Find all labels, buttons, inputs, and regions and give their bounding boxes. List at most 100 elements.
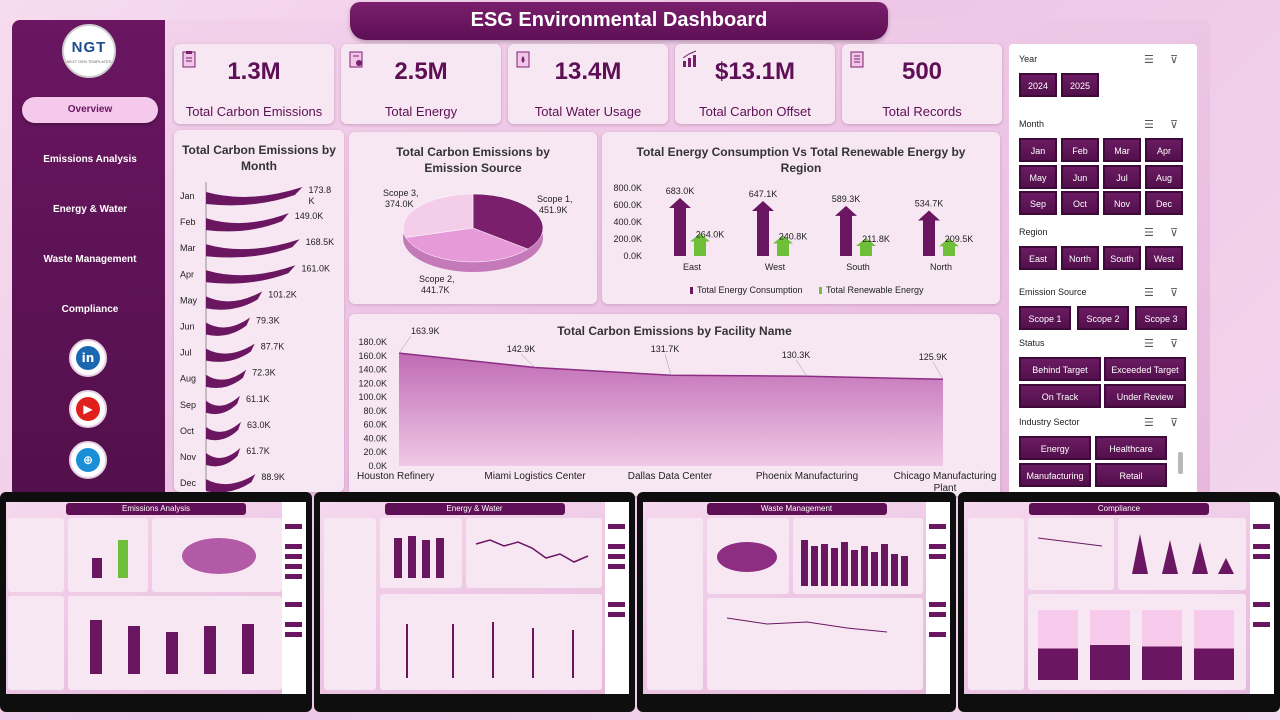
filter-chip-may[interactable]: May bbox=[1019, 164, 1057, 189]
filter-chip-retail[interactable]: Retail bbox=[1095, 462, 1167, 487]
thumb-panel bbox=[1028, 518, 1114, 590]
filter-chip-under-review[interactable]: Under Review bbox=[1104, 383, 1186, 408]
thumb-line-chart bbox=[475, 539, 589, 563]
thumbnail-title: Energy & Water bbox=[384, 503, 565, 515]
multi-select-icon[interactable]: ☰ bbox=[1144, 226, 1154, 239]
growth-chart-icon bbox=[682, 50, 697, 67]
thumb-bar bbox=[532, 628, 534, 678]
kpi-value: 500 bbox=[901, 58, 943, 85]
nav-waste-management[interactable]: Waste Management bbox=[43, 254, 137, 265]
thumb-bar bbox=[166, 632, 178, 674]
filter-chip-2024[interactable]: 2024 bbox=[1019, 73, 1057, 97]
nav-emissions-analysis[interactable]: Emissions Analysis bbox=[43, 154, 137, 165]
renewable-label: 211.8K bbox=[862, 234, 890, 244]
consumption-arrow bbox=[835, 205, 857, 256]
multi-select-icon[interactable]: ☰ bbox=[1144, 118, 1154, 131]
thumbnail-compliance[interactable]: Compliance bbox=[958, 492, 1280, 712]
multi-select-icon[interactable]: ☰ bbox=[1144, 53, 1154, 66]
facility-label: Dallas Data Center bbox=[628, 471, 713, 482]
renewable-label: 264.0K bbox=[696, 230, 725, 240]
pie-data-label: 374.0K bbox=[385, 199, 414, 209]
nav-energy-water[interactable]: Energy & Water bbox=[52, 204, 128, 215]
multi-select-icon[interactable]: ☰ bbox=[1144, 286, 1154, 299]
filter-chip-west[interactable]: West bbox=[1145, 246, 1183, 270]
facility-value-label: 131.7K bbox=[651, 344, 680, 354]
filter-chip-on-track[interactable]: On Track bbox=[1019, 383, 1101, 408]
filter-chip-2025[interactable]: 2025 bbox=[1061, 73, 1099, 97]
filter-chip-sep[interactable]: Sep bbox=[1019, 191, 1057, 215]
legend-swatch-consumption bbox=[690, 287, 693, 294]
filter-chip-aug[interactable]: Aug bbox=[1145, 164, 1183, 189]
linkedin-icon: in bbox=[76, 346, 100, 370]
filter-chip-oct[interactable]: Oct bbox=[1061, 191, 1099, 215]
month-bar bbox=[206, 317, 251, 336]
thumb-bar bbox=[1090, 610, 1130, 680]
thumbnail-energy-water[interactable]: Energy & Water bbox=[314, 492, 635, 712]
filter-chip-dec[interactable]: Dec bbox=[1145, 191, 1183, 215]
pie-data-label: Scope 1, bbox=[537, 194, 573, 204]
clear-filter-icon[interactable]: ⊽ bbox=[1170, 118, 1179, 131]
thumb-chip bbox=[608, 524, 625, 529]
month-label: Apr bbox=[180, 269, 194, 279]
nav-overview[interactable]: Overview bbox=[22, 97, 158, 123]
filter-label-industry: Industry Sector bbox=[1019, 417, 1080, 427]
filter-chip-scope-2[interactable]: Scope 2 bbox=[1077, 306, 1129, 330]
linkedin-button[interactable]: in bbox=[69, 339, 107, 377]
filter-chip-healthcare[interactable]: Healthcare bbox=[1095, 436, 1167, 460]
filter-chip-manufacturing[interactable]: Manufacturing bbox=[1019, 462, 1091, 487]
filter-chip-south[interactable]: South bbox=[1103, 246, 1141, 270]
thumb-filters bbox=[1250, 502, 1274, 694]
thumbnail-screen: Energy & Water bbox=[320, 502, 629, 694]
filter-chip-east[interactable]: East bbox=[1019, 246, 1057, 270]
filter-chip-nov[interactable]: Nov bbox=[1103, 191, 1141, 215]
web-icon: ⊕ bbox=[76, 448, 100, 472]
kpi-total-records: 500 Total Records bbox=[842, 44, 1002, 124]
filter-chip-mar[interactable]: Mar bbox=[1103, 138, 1141, 162]
monthly-emissions-panel: Total Carbon Emissions by Month bbox=[174, 130, 344, 492]
filter-chip-apr[interactable]: Apr bbox=[1145, 138, 1183, 162]
filter-chip-north[interactable]: North bbox=[1061, 246, 1099, 270]
clear-filter-icon[interactable]: ⊽ bbox=[1170, 53, 1179, 66]
month-bar bbox=[206, 343, 255, 362]
thumbnail-waste-management[interactable]: Waste Management bbox=[637, 492, 956, 712]
consumption-label: 647.1K bbox=[749, 189, 778, 199]
filter-chip-energy[interactable]: Energy bbox=[1019, 436, 1091, 460]
youtube-icon: ▶ bbox=[76, 397, 100, 421]
filter-label-status: Status bbox=[1019, 338, 1045, 348]
y-tick-label: 160.0K bbox=[358, 351, 387, 361]
multi-select-icon[interactable]: ☰ bbox=[1144, 337, 1154, 350]
month-bar bbox=[206, 187, 303, 206]
filter-chip-scope-1[interactable]: Scope 1 bbox=[1019, 306, 1071, 330]
thumb-filters bbox=[605, 502, 629, 694]
kpi-total-carbon-offset: $13.1M Total Carbon Offset bbox=[675, 44, 835, 124]
consumption-label: 534.7K bbox=[915, 199, 944, 209]
multi-select-icon[interactable]: ☰ bbox=[1144, 416, 1154, 429]
filter-chip-jul[interactable]: Jul bbox=[1103, 164, 1141, 189]
clear-filter-icon[interactable]: ⊽ bbox=[1170, 337, 1179, 350]
filter-chip-scope-3[interactable]: Scope 3 bbox=[1135, 306, 1187, 330]
youtube-button[interactable]: ▶ bbox=[69, 390, 107, 428]
clear-filter-icon[interactable]: ⊽ bbox=[1170, 416, 1179, 429]
filter-chip-feb[interactable]: Feb bbox=[1061, 138, 1099, 162]
thumbnail-emissions-analysis[interactable]: Emissions Analysis bbox=[0, 492, 312, 712]
thumbnail-screen: Emissions Analysis bbox=[6, 502, 306, 694]
filter-chip-jan[interactable]: Jan bbox=[1019, 138, 1057, 162]
filter-chip-exceeded-target[interactable]: Exceeded Target bbox=[1104, 357, 1186, 381]
consumption-arrow bbox=[752, 200, 774, 256]
region-chart-title: Total Energy Consumption Vs Total Renewa… bbox=[636, 145, 966, 175]
thumb-bar bbox=[811, 546, 818, 586]
month-bar bbox=[206, 265, 296, 284]
pie-slice-scope-3 bbox=[402, 193, 474, 238]
filter-chip-behind-target[interactable]: Behind Target bbox=[1019, 357, 1101, 381]
thumb-panel bbox=[968, 518, 1024, 690]
web-button[interactable]: ⊕ bbox=[69, 441, 107, 479]
month-label: Oct bbox=[180, 426, 195, 436]
filter-chip-jun[interactable]: Jun bbox=[1061, 164, 1099, 189]
clear-filter-icon[interactable]: ⊽ bbox=[1170, 226, 1179, 239]
nav-compliance[interactable]: Compliance bbox=[61, 304, 119, 315]
month-label: Jan bbox=[180, 191, 195, 201]
filter-scrollbar[interactable] bbox=[1178, 452, 1183, 474]
thumb-chip bbox=[285, 602, 302, 607]
clear-filter-icon[interactable]: ⊽ bbox=[1170, 286, 1179, 299]
filter-label-emission-source: Emission Source bbox=[1019, 287, 1087, 297]
